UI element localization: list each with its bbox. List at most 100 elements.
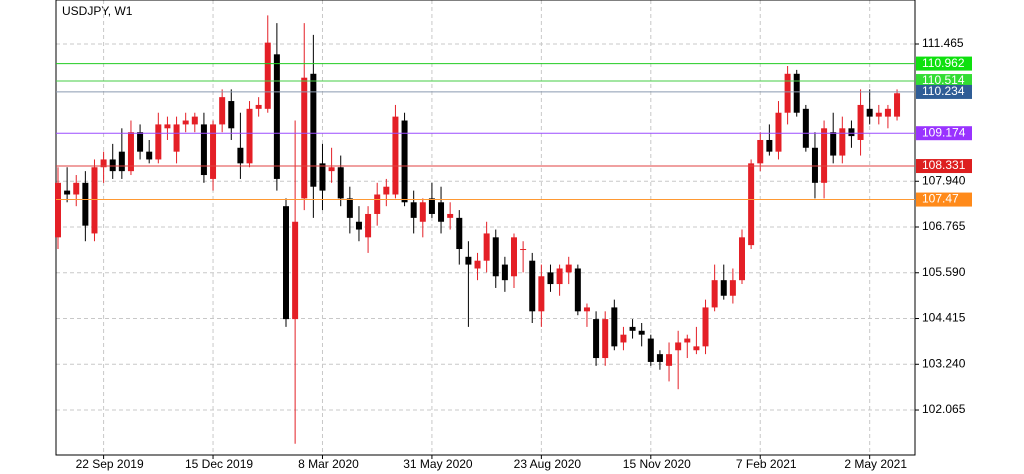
candle-body [839,128,846,156]
candle-body [574,268,581,312]
candle-body [666,354,673,366]
candle-body [748,163,755,246]
candle-body [228,101,235,129]
candle-body [775,112,782,152]
candle-body [447,213,454,218]
candle-body [401,120,408,203]
candle-body [73,182,80,195]
candle-body [875,112,882,117]
y-tick-label: 105.590 [922,265,966,279]
candle-body [720,280,727,296]
candle-body [611,307,618,347]
candle-body [647,338,654,362]
candle-body [894,93,901,117]
candle-body [474,260,481,269]
level-label: 110.962 [922,56,965,70]
candle-body [857,104,864,140]
candle-body [866,108,873,117]
candle-body [438,202,445,222]
level-label: 107.47 [922,192,959,206]
candle-body [137,132,144,152]
candle-body [593,319,600,359]
candle-body [757,139,764,164]
y-tick-label: 103.240 [922,356,966,370]
candle-body [848,128,855,137]
candle-body [884,108,891,117]
candle-body [729,280,736,296]
candle-body [210,124,217,179]
candle-body [55,182,61,238]
candle-body [428,198,435,214]
candle-body [155,124,162,160]
level-label-box [916,159,972,174]
candle-body [793,73,800,113]
level-label-box [916,74,972,89]
candle-body [319,163,326,191]
candle-body [173,124,180,152]
candle-body [538,276,545,312]
candle-body [410,202,417,218]
candle-body [146,151,153,160]
candle-body [766,139,773,152]
candle-body [264,42,271,109]
candle-body [237,147,244,164]
candle-body [675,342,682,351]
candle-body [483,233,490,261]
x-tick-label: 8 Mar 2020 [298,457,359,471]
x-tick-label: 15 Nov 2020 [623,457,691,471]
candle-body [374,194,381,214]
candle-body [182,120,189,125]
level-label-box [916,126,972,141]
x-tick-label: 22 Sep 2019 [76,457,144,471]
candle-body [501,264,508,281]
candle-body [127,132,134,172]
candle-body [246,108,253,164]
level-label: 110.514 [922,73,965,87]
level-label: 110.234 [922,84,965,98]
candle-body [337,167,344,199]
candle-body [638,330,645,335]
candle-body [556,268,563,285]
candle-body [784,73,791,113]
level-label: 109.174 [922,125,966,139]
candle-body [255,104,262,109]
candle-body [328,167,335,172]
candle-body [811,147,818,183]
x-tick-label: 7 Feb 2021 [736,457,797,471]
candle-body [629,326,636,331]
candle-body [82,182,89,226]
candle-body [365,213,372,238]
chart-title: USDJPY, W1 [62,4,133,18]
candle-body [392,116,399,195]
level-label-box [916,84,972,99]
candle-body [164,124,171,129]
candle-body [200,124,207,176]
candle-body [602,319,609,359]
candle-body [355,221,362,230]
candle-body [547,272,554,285]
candle-body [310,73,317,187]
candle-body [739,237,745,281]
candle-body [383,186,390,195]
candle-body [419,202,426,222]
candle-body [456,217,463,250]
x-tick-label: 31 May 2020 [403,457,473,471]
candle-body [511,237,517,277]
candle-body [583,307,590,312]
candle-body [109,159,116,172]
x-tick-label: 23 Aug 2020 [514,457,582,471]
candle-body [702,307,709,347]
candle-body [802,108,809,148]
candle-body [693,346,700,351]
y-tick-label: 104.415 [922,311,966,325]
y-tick-label: 107.940 [922,173,966,187]
level-label-box [916,56,972,71]
y-tick-label: 111.465 [922,36,964,50]
candle-body [301,77,308,199]
candle-body [118,151,125,172]
candle-body [292,221,299,320]
level-label: 108.331 [922,158,966,172]
candle-body [684,338,691,343]
candle-body [191,116,198,125]
